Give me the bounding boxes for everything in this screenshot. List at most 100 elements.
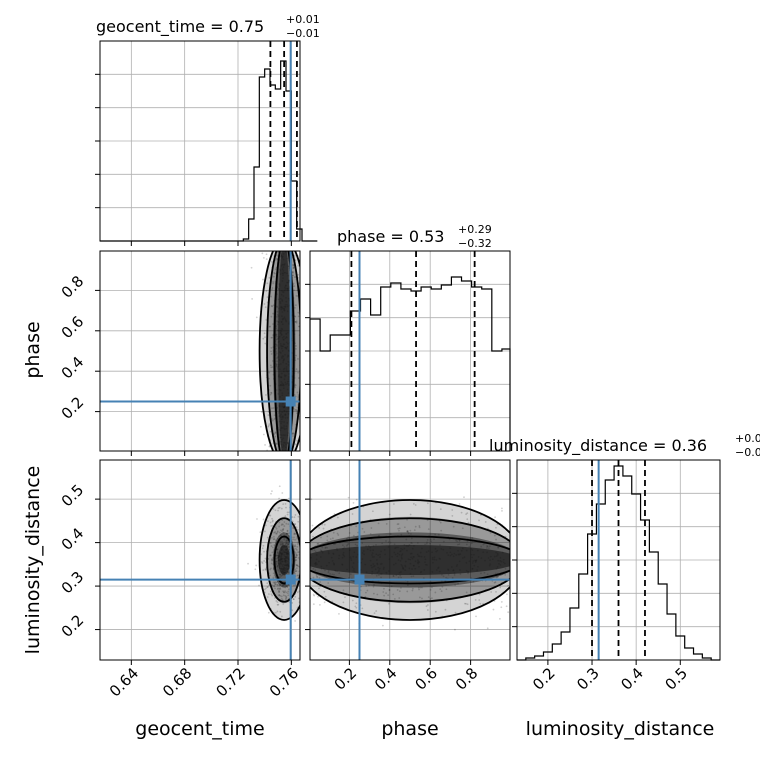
hist-step-phase — [309, 276, 511, 451]
scatter-point — [474, 598, 477, 601]
scatter-point — [274, 268, 277, 271]
scatter-point — [270, 545, 273, 547]
scatter-point — [294, 304, 297, 306]
scatter-point — [412, 502, 415, 505]
scatter-point — [297, 597, 300, 600]
scatter-point — [275, 581, 278, 584]
scatter-point — [456, 543, 459, 546]
scatter-point — [453, 574, 456, 576]
scatter-point — [302, 568, 304, 570]
svg-text:−0.32: −0.32 — [458, 237, 492, 250]
scatter-point — [291, 516, 294, 518]
scatter-point — [431, 586, 433, 589]
scatter-point — [323, 523, 326, 526]
scatter-point — [294, 572, 296, 575]
y-axis-label-luminosity-distance: luminosity_distance — [22, 466, 44, 655]
scatter-point — [262, 337, 265, 340]
scatter-point — [288, 497, 290, 500]
contour-2 — [310, 535, 510, 585]
scatter-point — [345, 537, 348, 540]
contour-2 — [273, 251, 295, 451]
scatter-point — [414, 525, 417, 528]
scatter-point — [295, 554, 298, 557]
scatter-point — [308, 352, 310, 354]
scatter-point — [287, 588, 290, 591]
scatter-point — [263, 588, 266, 591]
scatter-point — [284, 503, 287, 505]
x-axis-label-geocent-time: geocent_time — [135, 718, 264, 740]
scatter-point — [329, 538, 332, 540]
scatter-point — [297, 551, 299, 553]
scatter-point — [271, 551, 274, 554]
scatter-point — [372, 585, 375, 588]
x-tick-label-phase: 0.2 — [331, 664, 361, 694]
scatter-point — [275, 333, 278, 336]
scatter-point — [276, 313, 279, 316]
scatter-point — [451, 509, 454, 511]
scatter-point — [441, 585, 444, 588]
scatter-point — [276, 548, 279, 551]
x-axis-label-phase: phase — [381, 718, 438, 740]
scatter-point — [291, 274, 294, 277]
scatter-point — [300, 540, 302, 542]
scatter-point — [311, 524, 314, 527]
scatter-point — [276, 610, 279, 613]
scatter-point — [463, 496, 465, 499]
scatter-point — [396, 589, 399, 591]
scatter-point — [385, 592, 388, 595]
scatter-point — [504, 567, 507, 570]
scatter-point — [271, 546, 274, 549]
scatter-point — [297, 315, 300, 318]
scatter-point — [345, 544, 348, 547]
scatter-point — [465, 543, 468, 546]
scatter-point — [385, 540, 387, 542]
scatter-point — [265, 319, 268, 321]
scatter-point — [282, 594, 285, 597]
scatter-point — [375, 543, 377, 546]
scatter-point — [292, 598, 295, 601]
scatter-point — [273, 585, 276, 588]
scatter-point — [287, 584, 290, 586]
scatter-point — [341, 544, 344, 547]
scatter-point — [297, 528, 299, 531]
scatter-point — [274, 432, 277, 435]
x-tick-label-luminosity_distance: 0.5 — [662, 664, 692, 694]
scatter-point — [275, 305, 278, 308]
scatter-point — [479, 602, 482, 605]
scatter-point — [444, 608, 447, 611]
scatter-point — [294, 533, 297, 535]
scatter-point — [293, 254, 296, 257]
scatter-point — [501, 507, 503, 510]
scatter-point — [284, 515, 287, 518]
scatter-point — [270, 392, 273, 395]
scatter-point — [285, 542, 288, 545]
scatter-point — [295, 321, 298, 324]
scatter-point — [264, 306, 267, 309]
scatter-point — [507, 584, 510, 587]
scatter-point — [281, 540, 283, 543]
scatter-point — [281, 530, 283, 533]
scatter-point — [276, 537, 279, 540]
scatter-point — [293, 383, 296, 386]
scatter-point — [302, 290, 304, 292]
x-tick-label-geocent_time: 0.64 — [106, 664, 142, 700]
scatter-point — [372, 592, 375, 595]
scatter-point — [464, 602, 466, 605]
scatter-point — [266, 536, 269, 539]
scatter-point — [278, 594, 280, 597]
scatter-point — [287, 265, 290, 268]
scatter-point — [291, 520, 294, 523]
scatter-point — [364, 595, 367, 598]
scatter-point — [410, 533, 412, 535]
scatter-point — [304, 535, 306, 537]
scatter-point — [269, 574, 271, 577]
scatter-point — [293, 385, 296, 388]
scatter-point — [270, 391, 273, 394]
scatter-point — [272, 280, 274, 283]
scatter-point — [276, 310, 279, 313]
x-tick-label-luminosity_distance: 0.4 — [617, 664, 647, 694]
scatter-point — [390, 585, 393, 588]
scatter-point — [388, 513, 391, 516]
scatter-point — [274, 509, 277, 512]
scatter-point — [351, 513, 354, 515]
